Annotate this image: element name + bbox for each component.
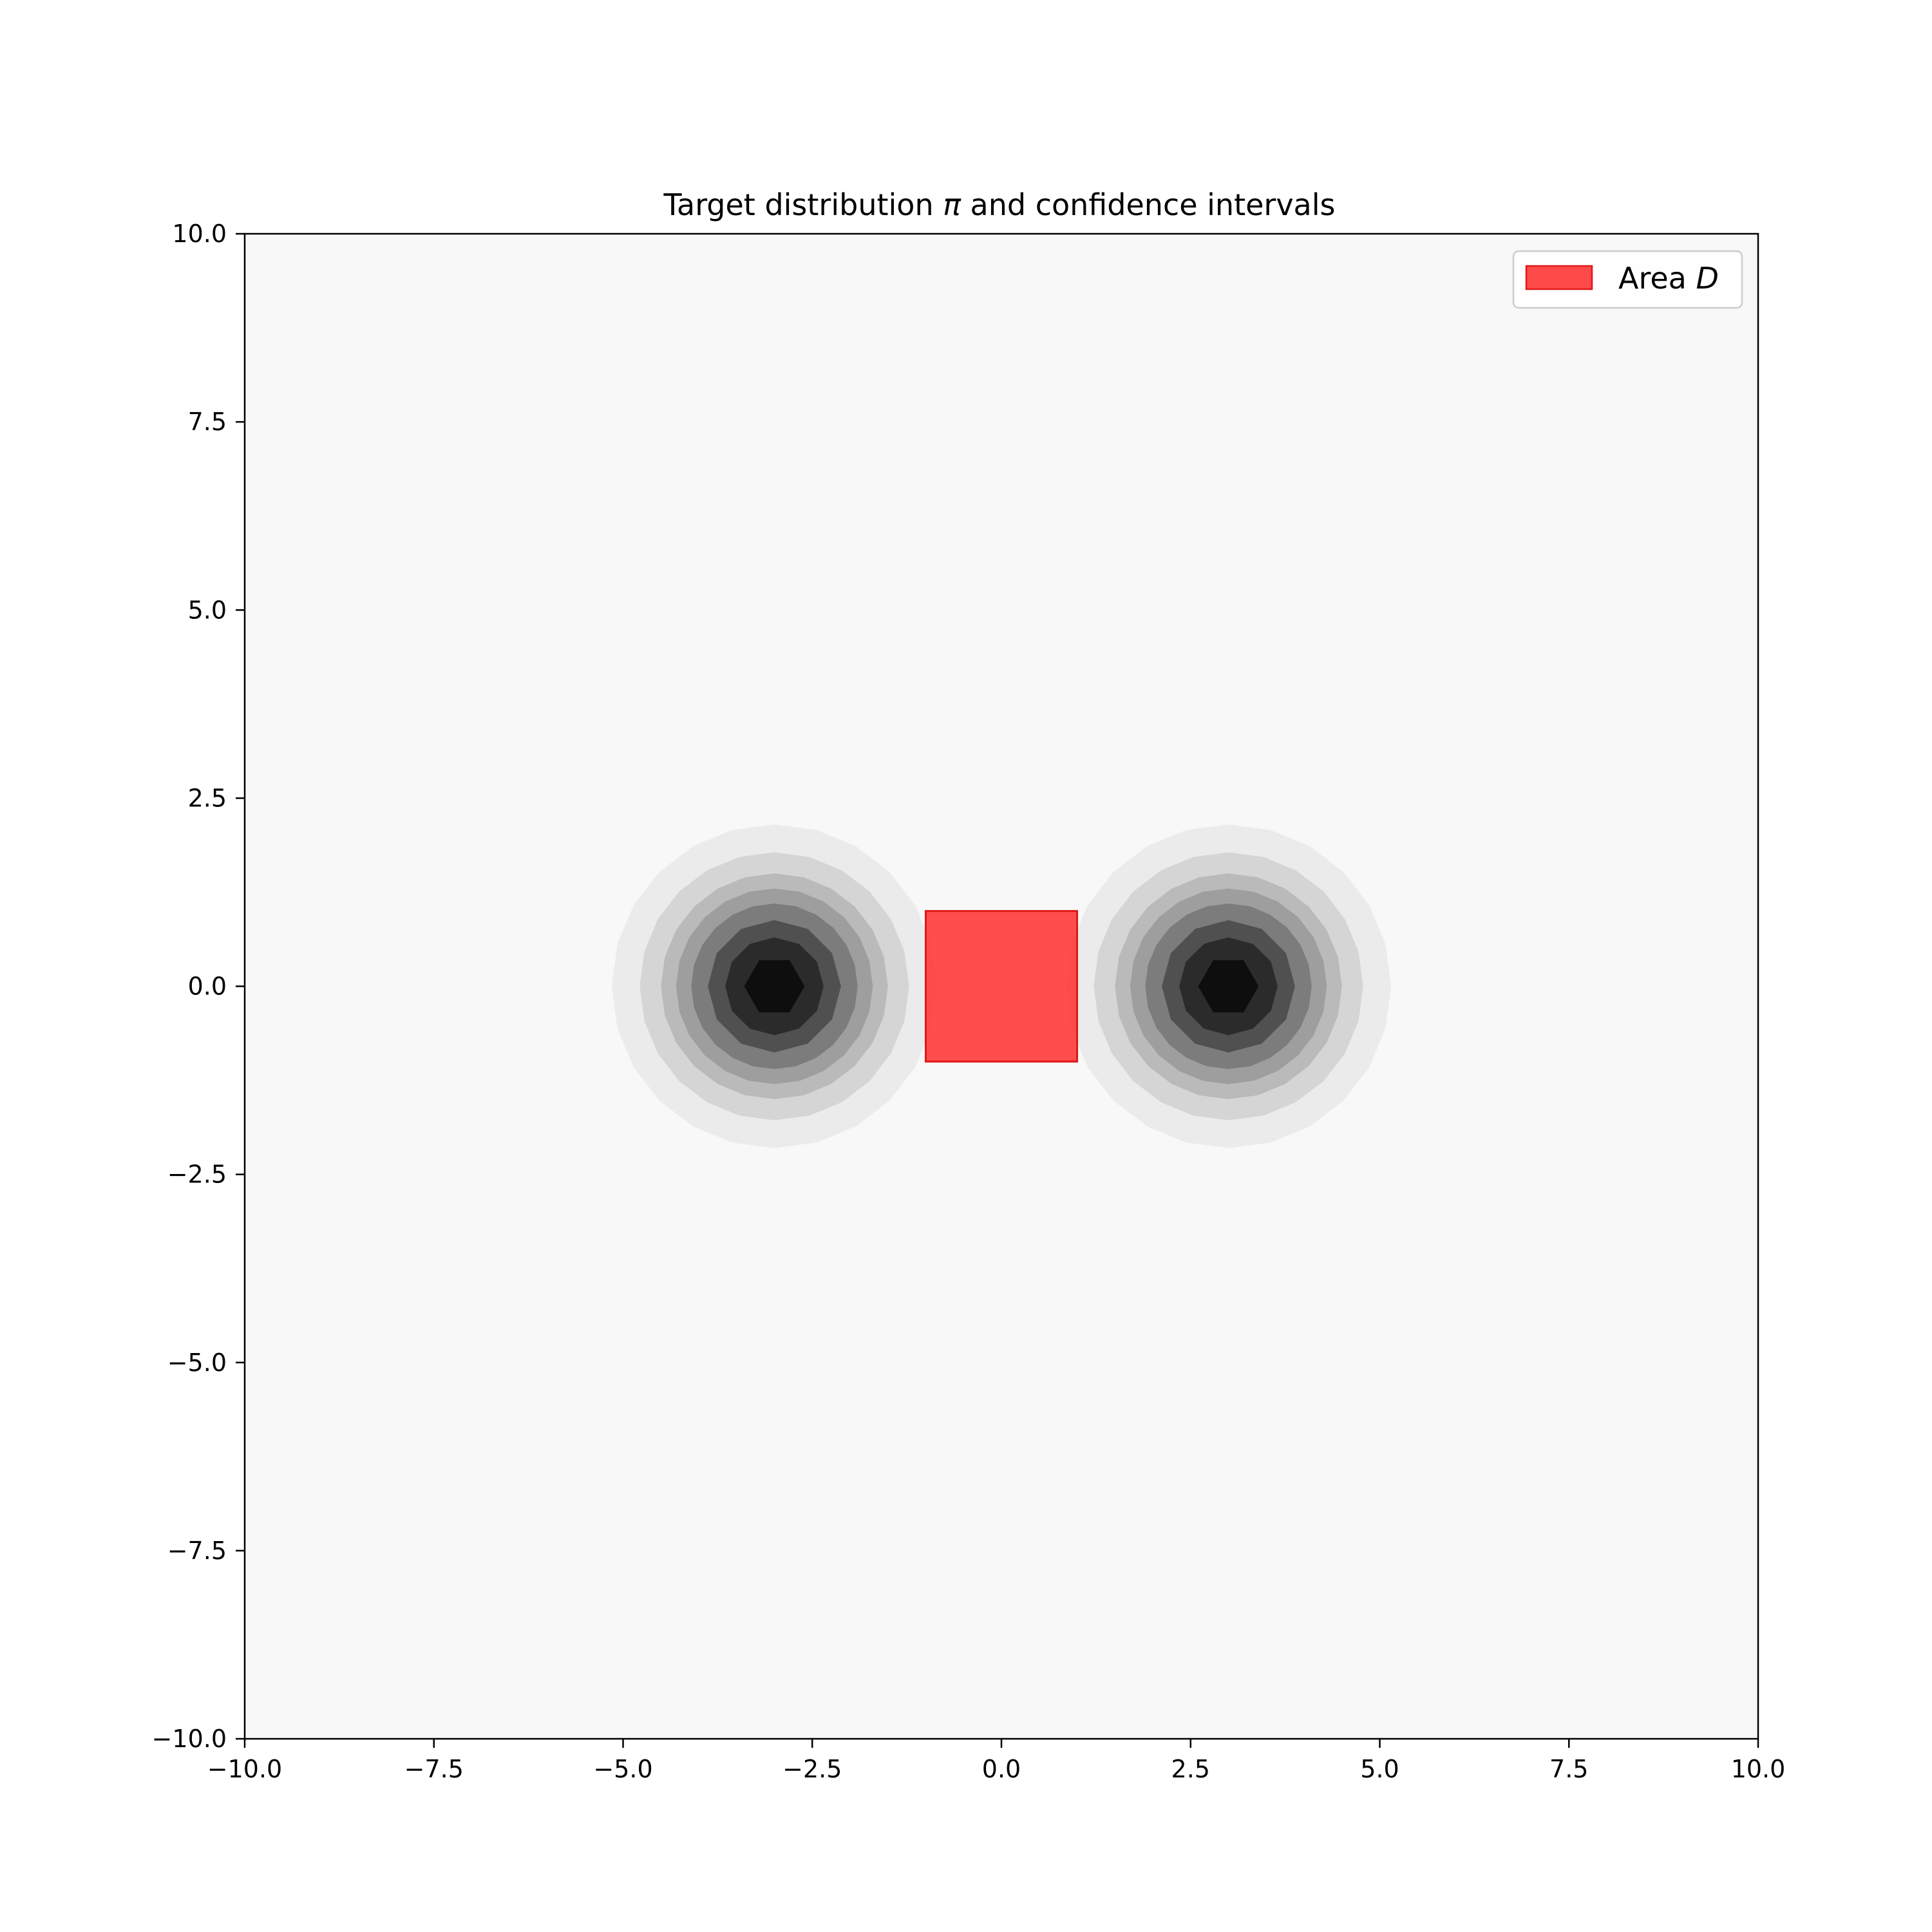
area-d-region (925, 910, 1078, 1063)
chart-title-after: and confidence intervals (961, 187, 1336, 222)
y-tick-label: 0.0 (188, 972, 227, 1001)
x-tick-label: −2.5 (782, 1755, 842, 1783)
y-tick-label: −10.0 (152, 1725, 227, 1753)
x-tick-label: 2.5 (1171, 1755, 1210, 1783)
x-tick-label: 10.0 (1731, 1755, 1786, 1783)
chart-title: Target distribution π and confidence int… (663, 187, 1336, 222)
y-tick-label: 5.0 (188, 596, 227, 624)
x-tick-label: 7.5 (1549, 1755, 1588, 1783)
contour-mode-2-level-8 (1198, 960, 1259, 1012)
legend-swatch-area-d (1525, 265, 1593, 290)
y-tick-label: −5.0 (167, 1349, 227, 1377)
y-tick-label: −2.5 (167, 1160, 227, 1189)
legend: Area D (1512, 250, 1743, 309)
legend-label-area-d: Area D (1618, 261, 1719, 296)
legend-label-symbol: D (1696, 261, 1718, 296)
x-tick-label: 0.0 (982, 1755, 1021, 1783)
y-tick-label: 10.0 (172, 220, 227, 248)
y-tick-label: 7.5 (188, 408, 227, 436)
x-axis: −10.0 −7.5 −5.0 −2.5 0.0 2.5 5.0 7.5 10.0 (207, 1739, 1786, 1783)
y-tick-label: 2.5 (188, 784, 227, 812)
y-tick-label: −7.5 (167, 1537, 227, 1565)
contour-mode-1-level-8 (744, 960, 805, 1012)
legend-label-text: Area (1618, 261, 1696, 296)
x-tick-label: 5.0 (1360, 1755, 1399, 1783)
x-tick-label: −10.0 (207, 1755, 282, 1783)
chart-title-before: Target distribution (663, 187, 943, 222)
chart-title-symbol: π (943, 187, 961, 222)
x-tick-label: −5.0 (593, 1755, 652, 1783)
x-tick-label: −7.5 (404, 1755, 464, 1783)
density-contours (611, 824, 1392, 1148)
y-axis: −10.0 −7.5 −5.0 −2.5 0.0 2.5 5.0 7.5 10.0 (152, 220, 245, 1753)
